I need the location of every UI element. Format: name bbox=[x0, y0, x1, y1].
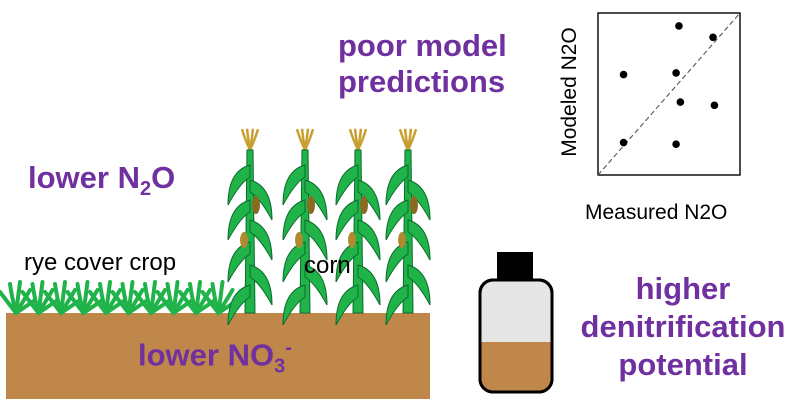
scatter-point bbox=[619, 138, 628, 147]
poor-model-line2: predictions bbox=[338, 64, 506, 99]
scatter-point bbox=[710, 101, 719, 110]
corn-leaf bbox=[357, 219, 381, 261]
corn-plant-icon bbox=[227, 128, 273, 326]
corn-leaf bbox=[407, 264, 431, 306]
lower-n2o-main: lower N bbox=[28, 160, 140, 195]
inset-xlabel: Measured N2O bbox=[585, 201, 728, 224]
poor-model-line1: poor model bbox=[338, 28, 507, 63]
corn-leaf bbox=[282, 241, 306, 283]
corn-tassel bbox=[356, 128, 368, 151]
scatter-point bbox=[709, 33, 717, 42]
scatter-point bbox=[672, 69, 680, 77]
one-to-one-line bbox=[597, 12, 741, 176]
corn-leaf bbox=[282, 284, 306, 326]
rye-tuft-icon bbox=[43, 280, 82, 315]
corn-leaf bbox=[335, 284, 359, 326]
corn-plant-icon bbox=[282, 128, 328, 326]
scatter-point bbox=[619, 70, 628, 79]
corn-ear bbox=[252, 196, 260, 214]
lower-no3-superscript: - bbox=[285, 337, 292, 359]
corn-leaf bbox=[227, 164, 251, 206]
corn-plant-icon bbox=[385, 128, 431, 326]
scatter-point bbox=[676, 98, 685, 106]
scatter-point bbox=[672, 140, 680, 149]
rye-tuft-icon bbox=[155, 280, 195, 315]
corn-leaf bbox=[335, 164, 359, 206]
corn-leaf bbox=[227, 241, 251, 283]
rye-tuft-icon bbox=[88, 280, 127, 315]
corn-leaf bbox=[227, 199, 251, 241]
higher-denitrification-label: higher denitrification potential bbox=[573, 270, 793, 384]
corn-leaf bbox=[249, 219, 273, 261]
corn-tassel bbox=[248, 128, 260, 151]
higher-line2: denitrification bbox=[580, 309, 786, 344]
lower-no3-subscript: 3 bbox=[274, 355, 286, 378]
lower-no3-main: lower NO bbox=[138, 337, 275, 373]
lower-no3-label: lower NO3- bbox=[138, 337, 292, 379]
corn-tassel bbox=[406, 128, 418, 151]
corn-ear bbox=[240, 232, 248, 248]
rye-tuft-icon bbox=[110, 280, 150, 315]
rye-tuft-icon bbox=[20, 280, 60, 315]
corn-ear bbox=[398, 232, 406, 248]
inset-scatter-plot bbox=[597, 12, 741, 176]
corn-tassel bbox=[303, 128, 315, 151]
corn-leaf bbox=[407, 179, 431, 221]
rye-tuft-icon bbox=[0, 280, 37, 315]
corn-ear bbox=[295, 232, 303, 248]
lower-n2o-subscript: 2 bbox=[139, 178, 152, 201]
corn-leaf bbox=[357, 264, 381, 306]
scatter-point bbox=[675, 22, 683, 30]
corn-leaf bbox=[282, 164, 306, 206]
rye-cover-crop-label: rye cover crop bbox=[24, 249, 177, 276]
corn-leaf bbox=[304, 219, 328, 261]
inset-plot-frame bbox=[597, 12, 741, 176]
corn-leaf bbox=[227, 284, 251, 326]
rye-cover-crop-row bbox=[0, 280, 240, 315]
corn-leaf bbox=[304, 179, 328, 221]
corn-label: corn bbox=[304, 252, 351, 279]
soil-layer bbox=[6, 313, 430, 399]
bottle-cap bbox=[497, 252, 533, 280]
corn-leaf bbox=[407, 219, 431, 261]
corn-leaf bbox=[249, 264, 273, 306]
corn-leaf bbox=[385, 284, 409, 326]
corn-plant-icon bbox=[335, 128, 381, 326]
corn-ear bbox=[307, 196, 315, 214]
rye-tuft-icon bbox=[65, 280, 105, 315]
lower-n2o-end: O bbox=[151, 160, 176, 195]
lower-n2o-label: lower N2O bbox=[28, 160, 175, 201]
corn-ear bbox=[348, 232, 356, 248]
corn-leaf bbox=[385, 199, 409, 241]
corn-leaf bbox=[335, 241, 359, 283]
corn-leaf bbox=[304, 264, 328, 306]
rye-tuft-icon bbox=[200, 280, 240, 315]
higher-line1: higher bbox=[635, 271, 731, 306]
corn-leaf bbox=[385, 241, 409, 283]
corn-leaf bbox=[249, 179, 273, 221]
corn-ear bbox=[360, 196, 368, 214]
soil-sample-bottle-icon bbox=[478, 252, 554, 394]
corn-leaf bbox=[357, 179, 381, 221]
scatter-points bbox=[619, 22, 719, 149]
poor-model-predictions-label: poor model predictions bbox=[338, 28, 507, 100]
corn-leaf bbox=[335, 199, 359, 241]
rye-tuft-icon bbox=[178, 280, 217, 315]
corn-ear bbox=[410, 196, 418, 214]
inset-ylabel: Modeled N2O bbox=[558, 27, 581, 157]
higher-line3: potential bbox=[618, 347, 748, 382]
corn-leaf bbox=[385, 164, 409, 206]
bottle-soil bbox=[481, 342, 551, 391]
rye-tuft-icon bbox=[133, 280, 172, 315]
corn-leaf bbox=[282, 199, 306, 241]
corn-row bbox=[227, 128, 431, 326]
